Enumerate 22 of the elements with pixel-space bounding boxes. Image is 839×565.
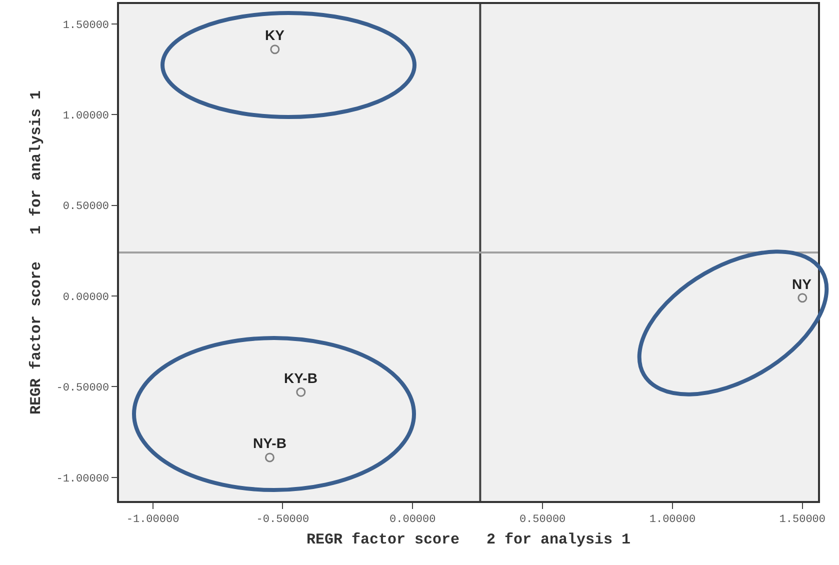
x-tick-label: -1.00000	[126, 514, 180, 526]
x-tick-label: -0.50000	[256, 514, 310, 526]
y-axis-title: REGR factor score 1 for analysis 1	[28, 90, 45, 415]
point	[798, 293, 808, 303]
annotation: KY	[265, 27, 286, 43]
point	[264, 452, 274, 462]
y-tick-label: 1.50000	[62, 20, 110, 32]
y-tick-label: 0.50000	[62, 201, 110, 214]
y-tick-label: -0.50000	[56, 382, 110, 395]
annotation: KY-B	[284, 370, 318, 386]
y-tick-label: 1.00000	[62, 110, 110, 122]
annotation: NY-B	[253, 435, 286, 451]
point	[270, 44, 280, 54]
y-tick-label: 0.00000	[62, 292, 110, 304]
x-tick-label: 1.00000	[649, 514, 696, 526]
x-tick-label: 0.00000	[390, 514, 436, 526]
annotation: NY	[792, 276, 812, 292]
point	[296, 387, 306, 397]
y-tick-label: -1.00000	[56, 473, 110, 486]
x-tick-label: 0.50000	[519, 514, 566, 526]
x-tick-label: 1.50000	[779, 514, 826, 526]
x-axis-title: REGR factor score 2 for analysis 1	[306, 531, 631, 548]
